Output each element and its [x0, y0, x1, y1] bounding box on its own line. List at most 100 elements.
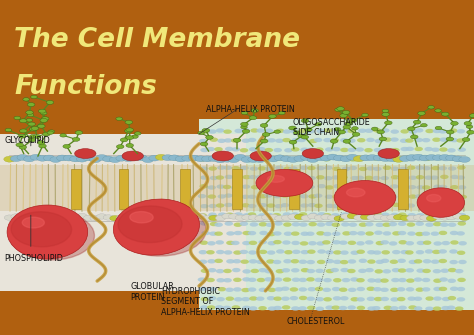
Circle shape — [136, 155, 147, 161]
Circle shape — [281, 215, 292, 220]
Circle shape — [275, 287, 283, 291]
Circle shape — [216, 250, 225, 254]
Circle shape — [391, 148, 400, 152]
Circle shape — [316, 166, 325, 171]
Circle shape — [322, 240, 331, 245]
Bar — [71, 169, 81, 209]
Circle shape — [337, 107, 344, 111]
Circle shape — [356, 250, 365, 254]
Ellipse shape — [75, 149, 96, 158]
Bar — [337, 169, 346, 209]
Circle shape — [275, 165, 283, 170]
Circle shape — [182, 215, 193, 220]
Circle shape — [459, 156, 470, 162]
Circle shape — [375, 223, 384, 227]
Circle shape — [283, 222, 292, 227]
Circle shape — [435, 126, 442, 130]
Circle shape — [449, 128, 457, 133]
Circle shape — [439, 277, 448, 282]
Circle shape — [122, 156, 134, 161]
Circle shape — [431, 231, 439, 236]
Circle shape — [438, 259, 447, 263]
Circle shape — [37, 124, 45, 128]
Text: HYDROPHOBIC
SEGMENT OF
ALPHA-HELIX PROTEIN: HYDROPHOBIC SEGMENT OF ALPHA-HELIX PROTE… — [161, 287, 250, 317]
Circle shape — [367, 306, 376, 311]
Circle shape — [206, 278, 215, 282]
Circle shape — [257, 278, 265, 282]
Circle shape — [318, 212, 326, 216]
Circle shape — [169, 216, 180, 221]
Circle shape — [306, 157, 315, 162]
Circle shape — [218, 212, 227, 217]
Circle shape — [374, 139, 383, 143]
Circle shape — [234, 222, 242, 227]
Circle shape — [325, 306, 334, 310]
Circle shape — [259, 203, 267, 207]
Circle shape — [347, 148, 356, 152]
Circle shape — [37, 213, 48, 219]
Circle shape — [382, 113, 390, 116]
Circle shape — [234, 212, 243, 217]
Circle shape — [384, 203, 392, 207]
Circle shape — [243, 213, 251, 217]
Circle shape — [242, 231, 251, 235]
Circle shape — [43, 155, 55, 161]
Circle shape — [409, 130, 417, 134]
Circle shape — [289, 166, 298, 171]
Circle shape — [340, 296, 348, 300]
Circle shape — [316, 241, 325, 246]
Circle shape — [40, 112, 47, 115]
Circle shape — [347, 213, 357, 219]
Circle shape — [422, 166, 431, 171]
Circle shape — [206, 250, 215, 255]
Circle shape — [249, 147, 257, 151]
Circle shape — [373, 195, 382, 199]
Circle shape — [260, 124, 268, 127]
Circle shape — [398, 306, 407, 310]
Circle shape — [225, 147, 234, 151]
Circle shape — [391, 278, 400, 282]
Circle shape — [393, 214, 404, 220]
Circle shape — [256, 296, 264, 301]
Circle shape — [326, 269, 334, 273]
Circle shape — [209, 166, 217, 171]
Circle shape — [208, 129, 217, 134]
Circle shape — [307, 269, 315, 273]
Circle shape — [422, 278, 430, 282]
Circle shape — [209, 204, 217, 208]
Circle shape — [281, 156, 292, 162]
Circle shape — [315, 147, 324, 152]
Circle shape — [282, 268, 290, 272]
Circle shape — [259, 231, 268, 235]
Circle shape — [283, 277, 292, 282]
Circle shape — [413, 215, 424, 220]
Circle shape — [63, 155, 74, 161]
Circle shape — [224, 250, 232, 255]
Circle shape — [207, 147, 215, 151]
Circle shape — [207, 241, 216, 246]
Circle shape — [17, 154, 28, 160]
Circle shape — [406, 268, 414, 272]
Ellipse shape — [10, 211, 94, 260]
Circle shape — [206, 135, 213, 139]
Circle shape — [406, 278, 415, 283]
Circle shape — [407, 203, 415, 208]
Circle shape — [33, 134, 41, 138]
Circle shape — [215, 157, 226, 163]
Circle shape — [413, 154, 424, 160]
Circle shape — [241, 288, 250, 292]
Circle shape — [234, 297, 243, 302]
Circle shape — [235, 154, 246, 160]
Circle shape — [341, 156, 349, 161]
Circle shape — [258, 194, 267, 199]
Circle shape — [400, 194, 408, 198]
Circle shape — [307, 156, 319, 162]
Circle shape — [431, 147, 440, 152]
Circle shape — [374, 278, 383, 283]
Circle shape — [251, 269, 259, 273]
Circle shape — [281, 203, 290, 207]
Circle shape — [381, 259, 389, 263]
Circle shape — [226, 259, 235, 264]
Circle shape — [456, 175, 465, 180]
Circle shape — [309, 194, 317, 199]
